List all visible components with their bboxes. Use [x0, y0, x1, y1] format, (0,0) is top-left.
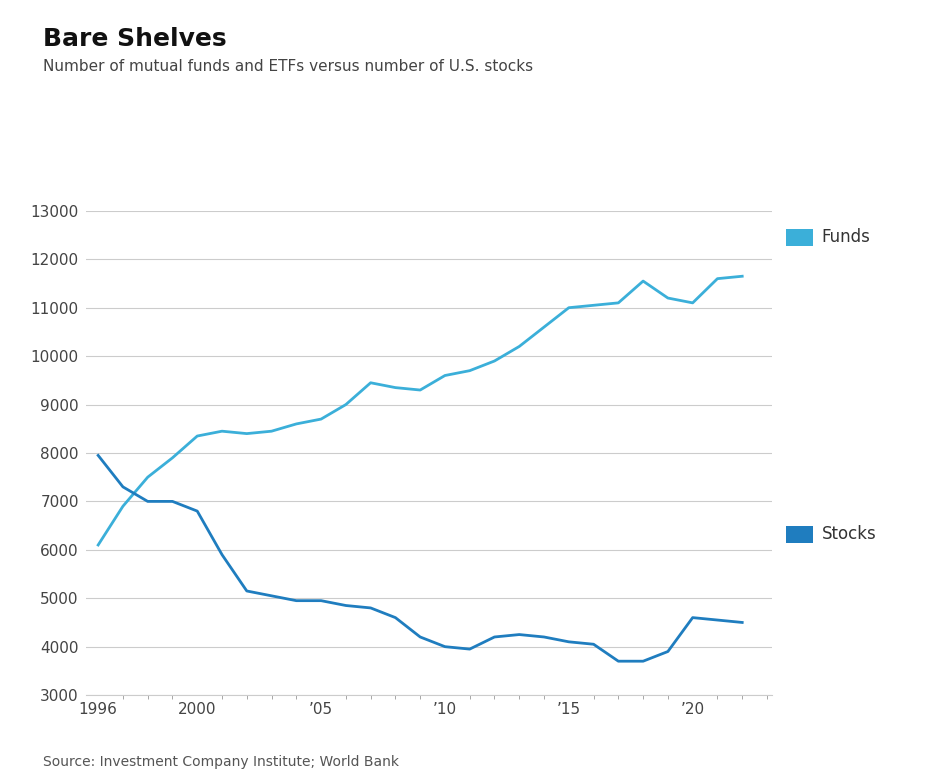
Text: Source: Investment Company Institute; World Bank: Source: Investment Company Institute; Wo…: [43, 755, 399, 769]
Text: Stocks: Stocks: [821, 525, 875, 544]
Text: Bare Shelves: Bare Shelves: [43, 27, 227, 52]
Text: Funds: Funds: [821, 228, 869, 247]
Text: Number of mutual funds and ETFs versus number of U.S. stocks: Number of mutual funds and ETFs versus n…: [43, 59, 532, 73]
